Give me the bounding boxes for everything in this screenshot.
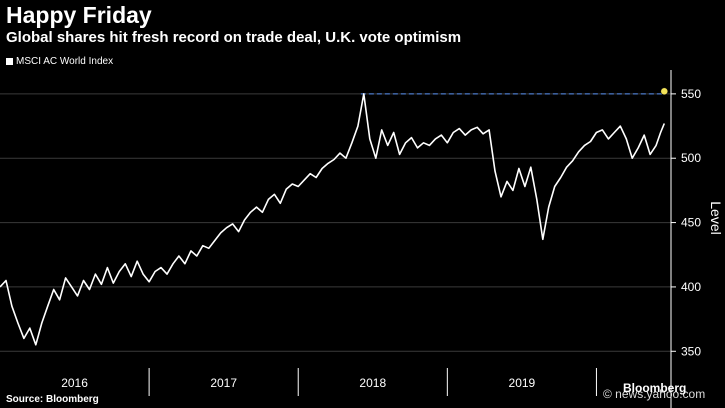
x-tick-label-2017: 2017 xyxy=(210,376,237,390)
legend-label: MSCI AC World Index xyxy=(16,56,114,67)
y-tick-label-450: 450 xyxy=(681,216,701,230)
watermark: © news.yahoo.com xyxy=(603,387,706,401)
y-tick-label-550: 550 xyxy=(681,87,701,101)
source-note: Source: Bloomberg xyxy=(6,394,99,405)
chart-subtitle: Global shares hit fresh record on trade … xyxy=(6,29,462,46)
latest-record-marker xyxy=(660,87,669,96)
chart-title: Happy Friday xyxy=(6,2,152,28)
x-tick-label-2016: 2016 xyxy=(61,376,88,390)
series-line-msci xyxy=(0,93,666,346)
grid-lines xyxy=(0,93,671,352)
legend: MSCI AC World Index xyxy=(6,56,113,67)
y-axis-label: Level xyxy=(708,201,724,234)
x-tick-label-2019: 2019 xyxy=(509,376,536,390)
x-tick-label-2018: 2018 xyxy=(359,376,386,390)
y-tick-label-500: 500 xyxy=(681,151,701,165)
legend-swatch xyxy=(6,58,13,65)
x-axis-ticks: 2016 2017 2018 2019 xyxy=(61,376,535,390)
y-tick-label-350: 350 xyxy=(681,344,701,358)
y-axis-ticks: 350 400 450 500 550 xyxy=(671,87,701,358)
y-tick-label-400: 400 xyxy=(681,280,701,294)
bloomberg-logo: Bloomberg xyxy=(623,381,687,395)
x-axis-dividers xyxy=(148,368,597,396)
